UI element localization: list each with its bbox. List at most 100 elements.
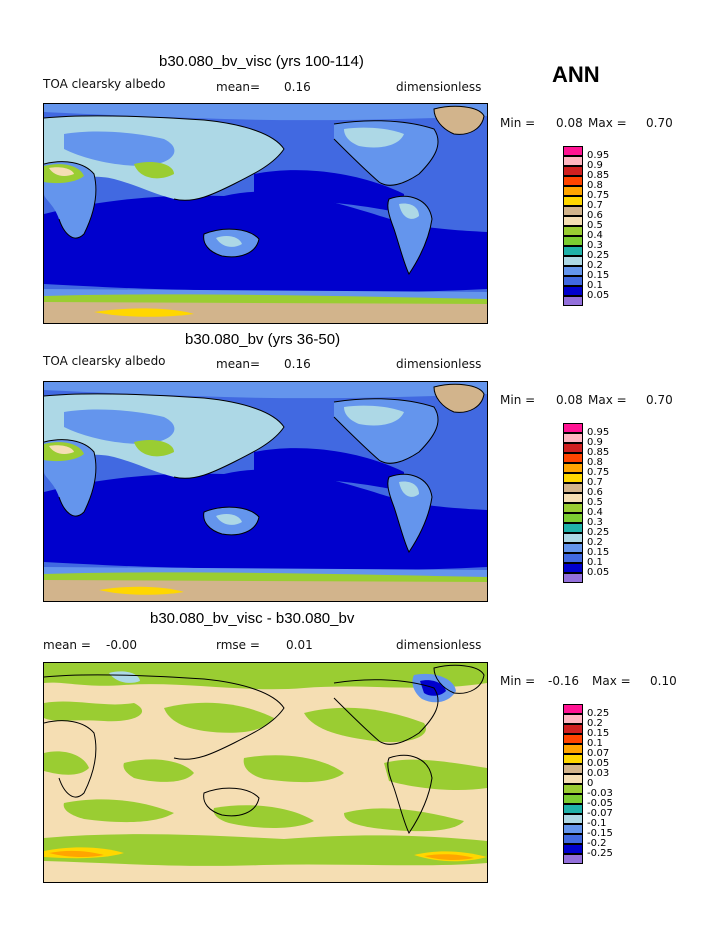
colorbar-tick-label: 0.15 [587, 547, 610, 558]
colorbar-tick-label: 0.03 [587, 768, 610, 779]
panel-2-title: b30.080_bv (yrs 36-50) [185, 331, 341, 348]
colorbar-swatch [563, 784, 583, 794]
colorbar-tick-label: -0.1 [587, 818, 607, 829]
panel-1-max-label: Max = [588, 116, 627, 130]
colorbar-tick-label: -0.03 [587, 788, 613, 799]
panel-1-map [43, 103, 488, 324]
colorbar-swatch [563, 463, 583, 473]
colorbar-tick-label: 0.05 [587, 758, 610, 769]
colorbar-tick-label: 0.2 [587, 718, 603, 729]
colorbar-tick-label: 0.5 [587, 220, 603, 231]
panel-3-title: b30.080_bv_visc - b30.080_bv [150, 610, 355, 627]
colorbar-swatch [563, 563, 583, 573]
colorbar-swatch [563, 206, 583, 216]
panel-1-field-label: TOA clearsky albedo [43, 77, 166, 91]
colorbar-swatch [563, 704, 583, 714]
colorbar-tick-label: 0.95 [587, 427, 610, 438]
colorbar-swatch [563, 296, 583, 306]
colorbar-tick-label: 0.1 [587, 738, 603, 749]
panel-3-rmse-label: rmse = [216, 638, 260, 652]
colorbar-swatch [563, 493, 583, 503]
colorbar-swatch [563, 724, 583, 734]
colorbar-tick-label: -0.25 [587, 848, 613, 859]
colorbar-tick-label: 0.85 [587, 170, 610, 181]
colorbar-tick-label: 0.9 [587, 437, 603, 448]
colorbar-tick-label: -0.15 [587, 828, 613, 839]
colorbar-swatch [563, 523, 583, 533]
panel-1-max-value: 0.70 [646, 116, 673, 130]
colorbar-swatch [563, 256, 583, 266]
colorbar-swatch [563, 286, 583, 296]
colorbar-tick-label: -0.2 [587, 838, 607, 849]
panel-1-min-label: Min = [500, 116, 536, 130]
colorbar-swatch [563, 226, 583, 236]
colorbar-swatch [563, 146, 583, 156]
colorbar-swatch [563, 216, 583, 226]
panel-1-mean-label: mean= [216, 80, 261, 94]
panel-3-rmse-value: 0.01 [286, 638, 313, 652]
colorbar-swatch [563, 533, 583, 543]
panel-3-min-label: Min = [500, 674, 536, 688]
colorbar-swatch [563, 854, 583, 864]
colorbar-tick-label: 0.95 [587, 150, 610, 161]
panel-3-map [43, 662, 488, 883]
colorbar-swatch [563, 483, 583, 493]
colorbar-swatch [563, 794, 583, 804]
panel-2-min-label: Min = [500, 393, 536, 407]
colorbar-swatch [563, 176, 583, 186]
colorbar-swatch [563, 246, 583, 256]
colorbar-swatch [563, 166, 583, 176]
colorbar-tick-label: 0.75 [587, 190, 610, 201]
colorbar-swatch [563, 814, 583, 824]
colorbar-swatch [563, 754, 583, 764]
colorbar-tick-label: 0.2 [587, 537, 603, 548]
panel-2-mean-value: 0.16 [284, 357, 311, 371]
colorbar-tick-label: 0.25 [587, 527, 610, 538]
colorbar-swatch [563, 276, 583, 286]
colorbar-tick-label: 0 [587, 778, 594, 789]
panel-2-mean-label: mean= [216, 357, 261, 371]
panel-1-units: dimensionless [396, 80, 482, 94]
panel-2-min-value: 0.08 [556, 393, 583, 407]
colorbar-swatch [563, 834, 583, 844]
colorbar-swatch [563, 196, 583, 206]
colorbar-tick-label: 0.9 [587, 160, 603, 171]
colorbar-tick-label: 0.1 [587, 280, 603, 291]
colorbar-tick-label: 0.4 [587, 507, 603, 518]
colorbar-tick-label: 0.05 [587, 290, 610, 301]
colorbar-swatch [563, 734, 583, 744]
panel-1-mean-value: 0.16 [284, 80, 311, 94]
colorbar-tick-label: -0.07 [587, 808, 613, 819]
colorbar-swatch [563, 553, 583, 563]
panel-1-min-value: 0.08 [556, 116, 583, 130]
colorbar-swatch [563, 423, 583, 433]
colorbar-swatch [563, 804, 583, 814]
colorbar-swatch [563, 824, 583, 834]
colorbar-swatch [563, 266, 583, 276]
colorbar-tick-label: 0.25 [587, 708, 610, 719]
panel-2-map [43, 381, 488, 602]
panel-3-mean-value: -0.00 [106, 638, 138, 652]
colorbar-tick-label: 0.1 [587, 557, 603, 568]
panel-3-mean-label: mean = [43, 638, 91, 652]
colorbar-tick-label: 0.7 [587, 477, 603, 488]
colorbar-swatch [563, 186, 583, 196]
colorbar-tick-label: 0.15 [587, 728, 610, 739]
panel-3-max-label: Max = [592, 674, 631, 688]
colorbar-tick-label: 0.07 [587, 748, 610, 759]
colorbar-tick-label: 0.8 [587, 457, 603, 468]
colorbar-swatch [563, 503, 583, 513]
colorbar-swatch [563, 573, 583, 583]
colorbar-tick-label: 0.4 [587, 230, 603, 241]
colorbar-swatch [563, 844, 583, 854]
colorbar-tick-label: 0.3 [587, 240, 603, 251]
colorbar-tick-label: -0.05 [587, 798, 613, 809]
panel-3-units: dimensionless [396, 638, 482, 652]
colorbar-tick-label: 0.6 [587, 210, 603, 221]
colorbar-swatch [563, 156, 583, 166]
colorbar-swatch [563, 714, 583, 724]
panel-3-max-value: 0.10 [650, 674, 677, 688]
panel-2-max-label: Max = [588, 393, 627, 407]
colorbar-swatch [563, 236, 583, 246]
panel-1-title: b30.080_bv_visc (yrs 100-114) [159, 53, 364, 70]
